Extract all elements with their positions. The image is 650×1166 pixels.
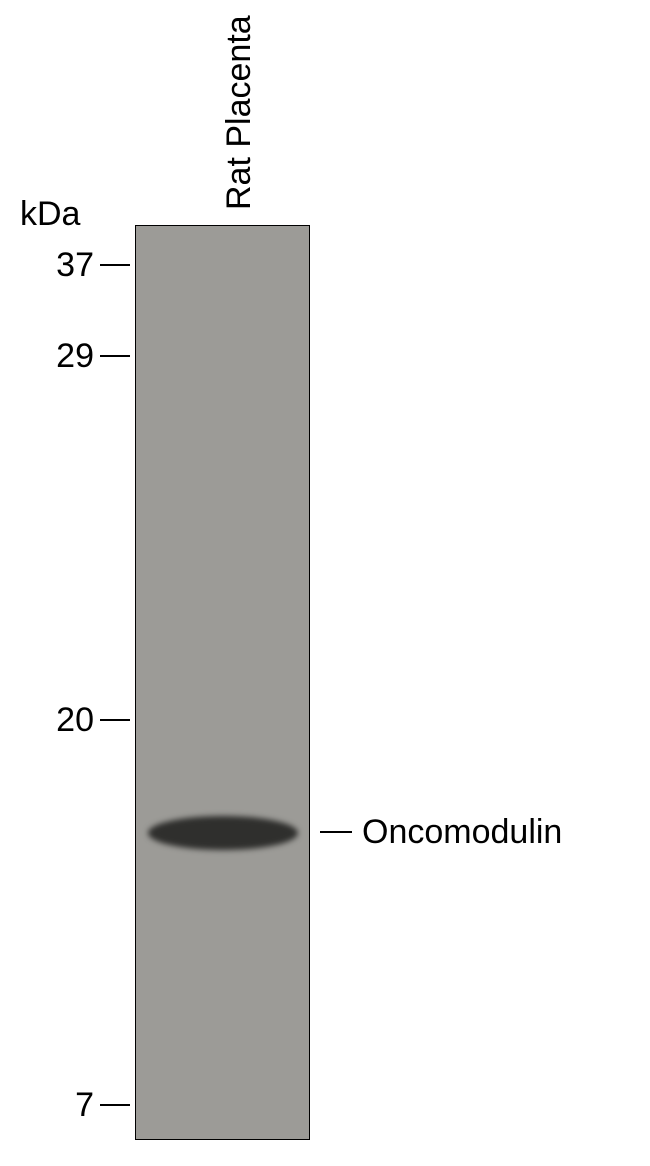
marker-row: 29: [0, 339, 130, 373]
lane-header: Rat Placenta: [220, 15, 259, 210]
band-label: Oncomodulin: [320, 815, 562, 849]
marker-tick: [100, 1104, 130, 1106]
marker-value: 29: [0, 337, 100, 376]
marker-tick: [100, 355, 130, 357]
marker-row: 37: [0, 248, 130, 282]
marker-row: 20: [0, 703, 130, 737]
marker-tick: [100, 719, 130, 721]
protein-band: [148, 816, 298, 850]
marker-tick: [100, 264, 130, 266]
marker-row: 7: [0, 1088, 130, 1122]
band-tick: [320, 831, 352, 833]
band-label-text: Oncomodulin: [352, 813, 562, 852]
blot-figure: kDa Rat Placenta 37 29 20 7 Oncomodulin: [0, 0, 650, 1166]
marker-value: 20: [0, 701, 100, 740]
marker-value: 37: [0, 246, 100, 285]
marker-value: 7: [0, 1086, 100, 1125]
blot-lane: [135, 225, 310, 1140]
axis-unit-label: kDa: [20, 195, 80, 234]
